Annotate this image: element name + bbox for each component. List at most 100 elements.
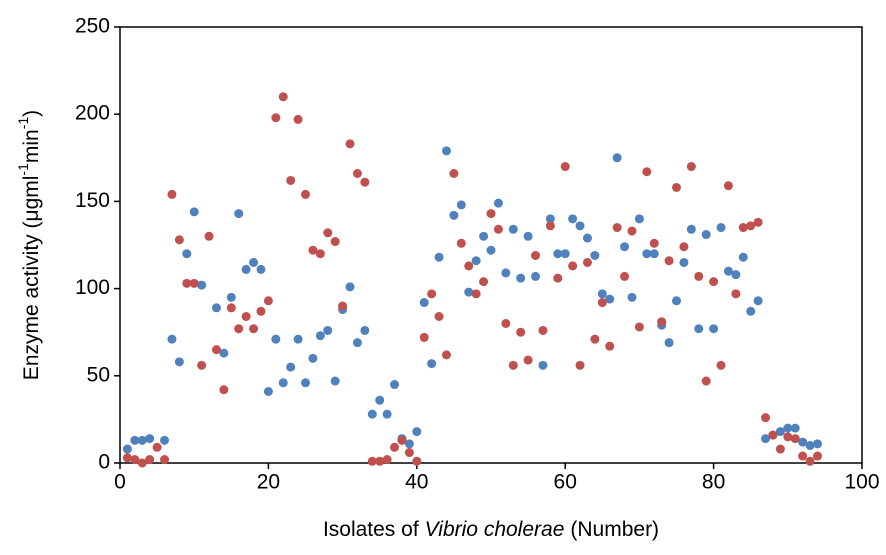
data-point [219, 385, 229, 395]
data-point [753, 296, 763, 306]
data-point [775, 444, 785, 454]
data-point [753, 217, 763, 227]
data-point [746, 221, 756, 231]
data-point [360, 325, 370, 335]
data-point [375, 395, 385, 405]
x-axis-label: Isolates of Vibrio cholerae (Number) [323, 518, 659, 541]
data-point [412, 456, 422, 466]
data-point [716, 360, 726, 370]
data-point [723, 181, 733, 191]
data-point [649, 238, 659, 248]
data-point [545, 221, 555, 231]
data-point [501, 268, 511, 278]
data-point [620, 242, 630, 252]
data-point [130, 435, 140, 445]
data-point [174, 235, 184, 245]
data-point [308, 353, 318, 363]
data-point [427, 359, 437, 369]
data-point [234, 324, 244, 334]
data-point [612, 223, 622, 233]
data-point [352, 168, 362, 178]
data-point [167, 334, 177, 344]
data-point [590, 334, 600, 344]
data-point [464, 287, 474, 297]
data-point [634, 322, 644, 332]
data-point [590, 250, 600, 260]
data-point [167, 189, 177, 199]
data-point [672, 182, 681, 192]
data-point [241, 312, 251, 322]
data-point [575, 221, 585, 231]
data-point [263, 386, 273, 396]
data-point [783, 432, 793, 442]
data-point [271, 113, 281, 123]
data-point [404, 439, 414, 449]
data-point [812, 451, 822, 461]
y-tick-label: 100 [75, 276, 110, 299]
data-point [338, 301, 348, 311]
data-point [761, 434, 771, 444]
x-tick-label: 60 [554, 471, 577, 494]
data-point [397, 435, 407, 445]
data-point [152, 442, 162, 452]
data-point [449, 210, 459, 220]
data-point [449, 168, 459, 178]
data-point [679, 257, 689, 267]
data-point [701, 230, 711, 240]
data-point [352, 338, 362, 348]
y-axis-label: Enzyme activity (μgml-1min-1) [15, 110, 43, 380]
x-tick-label: 40 [405, 471, 428, 494]
data-point [568, 214, 578, 224]
data-point [731, 289, 741, 299]
data-point [471, 289, 481, 299]
data-point [605, 341, 615, 351]
data-point [390, 380, 400, 390]
data-point [686, 224, 696, 234]
y-tick-label: 250 [75, 15, 110, 38]
data-point [679, 242, 689, 252]
data-point [301, 189, 310, 199]
data-point [197, 360, 207, 370]
data-point [597, 298, 607, 308]
data-point [434, 252, 444, 262]
data-point [486, 209, 496, 219]
data-point [508, 224, 518, 234]
data-point [189, 278, 199, 288]
data-point [657, 317, 667, 327]
data-point [323, 325, 333, 335]
data-point [738, 252, 748, 262]
data-point [234, 209, 244, 219]
data-point [211, 345, 221, 355]
data-point [404, 448, 414, 458]
data-point [798, 437, 808, 447]
data-point [160, 435, 170, 445]
data-point [315, 331, 325, 341]
data-point [568, 261, 578, 271]
data-point [686, 162, 696, 172]
data-point [531, 250, 541, 260]
y-tick-label: 200 [75, 102, 110, 125]
y-tick-label: 50 [87, 363, 110, 386]
data-point [768, 430, 778, 440]
data-point [441, 146, 451, 156]
data-point [226, 292, 236, 302]
data-point [582, 233, 592, 243]
data-point [597, 289, 607, 299]
data-point [605, 294, 615, 304]
superscript: -1 [15, 163, 31, 176]
data-point [560, 162, 570, 172]
y-axis-label-part: min [20, 129, 43, 163]
data-point [182, 278, 192, 288]
y-axis-label-part: Enzyme activity (μgml [20, 176, 43, 381]
data-point [263, 296, 273, 306]
data-point [174, 357, 184, 367]
data-point [709, 277, 719, 287]
data-point [390, 442, 400, 452]
data-point [249, 257, 259, 267]
y-tick-label: 0 [98, 451, 110, 474]
data-point [642, 167, 652, 177]
data-point [241, 264, 251, 274]
data-point [620, 271, 630, 281]
data-point [501, 318, 511, 328]
